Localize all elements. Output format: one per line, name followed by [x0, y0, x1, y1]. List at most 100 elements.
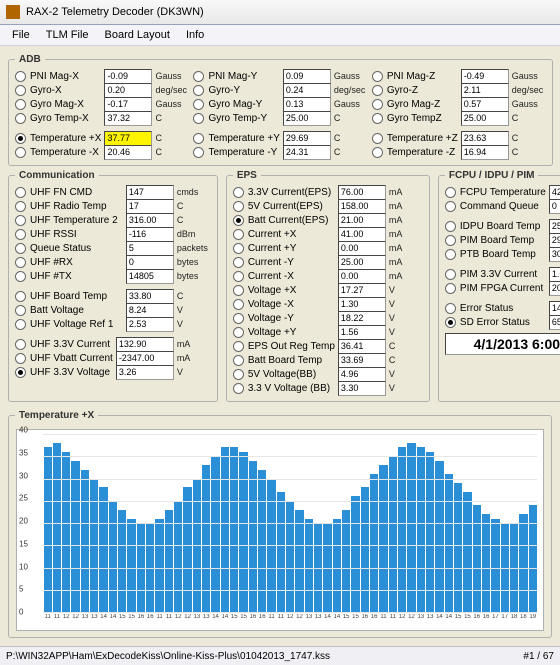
- radio-gyro-mag-x[interactable]: [15, 99, 26, 110]
- field-temp-plus-x[interactable]: Temperature +X37.77C: [15, 131, 189, 145]
- field-gyro-temp-x[interactable]: Gyro Temp-X37.32C: [15, 111, 189, 125]
- radio-pim-fpga-current[interactable]: [445, 283, 456, 294]
- field-gyro-x[interactable]: Gyro-X0.20deg/sec: [15, 83, 189, 97]
- field-uhf-vbatt-current[interactable]: UHF Vbatt Current-2347.00mA: [15, 351, 211, 365]
- radio-batt-voltage[interactable]: [15, 305, 26, 316]
- radio-command-queue[interactable]: [445, 201, 456, 212]
- field-uhf-tx[interactable]: UHF #TX14805bytes: [15, 269, 211, 283]
- field-gyro-mag-z[interactable]: Gyro Mag-Z0.57Gauss: [372, 97, 546, 111]
- field-pim-33v-current[interactable]: PIM 3.3V Current1.60mA: [445, 267, 560, 281]
- radio-uhf-33v-current[interactable]: [15, 339, 26, 350]
- menu-info[interactable]: Info: [178, 27, 212, 43]
- field-idpu-board-temp[interactable]: IDPU Board Temp25.80C: [445, 219, 560, 233]
- radio-33v-voltage-bb[interactable]: [233, 383, 244, 394]
- field-pni-mag-z[interactable]: PNI Mag-Z-0.49Gauss: [372, 69, 546, 83]
- field-5v-voltage-bb[interactable]: 5V Voltage(BB)4.96V: [233, 367, 423, 381]
- field-voltage-minus-x[interactable]: Voltage -X1.30V: [233, 297, 423, 311]
- field-temp-minus-x[interactable]: Temperature -X20.46C: [15, 145, 189, 159]
- menu-file[interactable]: File: [4, 27, 38, 43]
- field-temp-plus-z[interactable]: Temperature +Z23.63C: [372, 131, 546, 145]
- radio-uhf-temp2[interactable]: [15, 215, 26, 226]
- radio-uhf-voltage-ref1[interactable]: [15, 319, 26, 330]
- radio-temp-plus-x[interactable]: [15, 133, 26, 144]
- radio-batt-current-eps[interactable]: [233, 215, 244, 226]
- radio-5v-voltage-bb[interactable]: [233, 369, 244, 380]
- radio-uhf-rx[interactable]: [15, 257, 26, 268]
- field-sd-error-status[interactable]: SD Error Status65535: [445, 315, 560, 329]
- field-pim-fpga-current[interactable]: PIM FPGA Current20.50mA: [445, 281, 560, 295]
- radio-temp-minus-z[interactable]: [372, 147, 383, 158]
- radio-error-status[interactable]: [445, 303, 456, 314]
- field-gyro-temp-y[interactable]: Gyro Temp-Y25.00C: [193, 111, 367, 125]
- field-uhf-fn-cmd[interactable]: UHF FN CMD147cmds: [15, 185, 211, 199]
- radio-sd-error-status[interactable]: [445, 317, 456, 328]
- radio-idpu-board-temp[interactable]: [445, 221, 456, 232]
- radio-gyro-temp-y[interactable]: [193, 113, 204, 124]
- field-gyro-mag-y[interactable]: Gyro Mag-Y0.13Gauss: [193, 97, 367, 111]
- radio-temp-plus-z[interactable]: [372, 133, 383, 144]
- menu-tlm-file[interactable]: TLM File: [38, 27, 97, 43]
- field-uhf-33v-voltage[interactable]: UHF 3.3V Voltage3.26V: [15, 365, 211, 379]
- field-33v-current-eps[interactable]: 3.3V Current(EPS)76.00mA: [233, 185, 423, 199]
- field-pim-board-temp[interactable]: PIM Board Temp29.00C: [445, 233, 560, 247]
- radio-gyro-x[interactable]: [15, 85, 26, 96]
- field-uhf-voltage-ref1[interactable]: UHF Voltage Ref 12.53V: [15, 317, 211, 331]
- radio-gyro-y[interactable]: [193, 85, 204, 96]
- radio-33v-current-eps[interactable]: [233, 187, 244, 198]
- field-ptb-board-temp[interactable]: PTB Board Temp30.60C: [445, 247, 560, 261]
- field-uhf-rx[interactable]: UHF #RX0bytes: [15, 255, 211, 269]
- radio-gyro-temp-x[interactable]: [15, 113, 26, 124]
- field-error-status[interactable]: Error Status144: [445, 301, 560, 315]
- radio-pni-mag-y[interactable]: [193, 71, 204, 82]
- radio-gyro-z[interactable]: [372, 85, 383, 96]
- field-uhf-temp2[interactable]: UHF Temperature 2316.00C: [15, 213, 211, 227]
- radio-temp-minus-y[interactable]: [193, 147, 204, 158]
- radio-voltage-minus-x[interactable]: [233, 299, 244, 310]
- field-command-queue[interactable]: Command Queue0cmds: [445, 199, 560, 213]
- field-batt-board-temp[interactable]: Batt Board Temp33.69C: [233, 353, 423, 367]
- field-pni-mag-y[interactable]: PNI Mag-Y0.09Gauss: [193, 69, 367, 83]
- field-batt-voltage[interactable]: Batt Voltage8.24V: [15, 303, 211, 317]
- radio-uhf-radio-temp[interactable]: [15, 201, 26, 212]
- radio-uhf-rssi[interactable]: [15, 229, 26, 240]
- radio-current-plus-x[interactable]: [233, 229, 244, 240]
- field-fcpu-temperature[interactable]: FCPU Temperature42C: [445, 185, 560, 199]
- field-gyro-y[interactable]: Gyro-Y0.24deg/sec: [193, 83, 367, 97]
- field-current-minus-y[interactable]: Current -Y25.00mA: [233, 255, 423, 269]
- radio-batt-board-temp[interactable]: [233, 355, 244, 366]
- field-gyro-z[interactable]: Gyro-Z2.11deg/sec: [372, 83, 546, 97]
- field-33v-voltage-bb[interactable]: 3.3 V Voltage (BB)3.30V: [233, 381, 423, 395]
- radio-ptb-board-temp[interactable]: [445, 249, 456, 260]
- menu-board-layout[interactable]: Board Layout: [97, 27, 178, 43]
- radio-voltage-minus-y[interactable]: [233, 313, 244, 324]
- radio-pim-board-temp[interactable]: [445, 235, 456, 246]
- radio-current-minus-y[interactable]: [233, 257, 244, 268]
- radio-current-plus-y[interactable]: [233, 243, 244, 254]
- radio-voltage-plus-y[interactable]: [233, 327, 244, 338]
- radio-current-minus-x[interactable]: [233, 271, 244, 282]
- radio-pni-mag-z[interactable]: [372, 71, 383, 82]
- radio-uhf-fn-cmd[interactable]: [15, 187, 26, 198]
- radio-uhf-33v-voltage[interactable]: [15, 367, 26, 378]
- field-temp-minus-y[interactable]: Temperature -Y24.31C: [193, 145, 367, 159]
- field-current-minus-x[interactable]: Current -X0.00mA: [233, 269, 423, 283]
- field-voltage-plus-x[interactable]: Voltage +X17.27V: [233, 283, 423, 297]
- radio-pni-mag-x[interactable]: [15, 71, 26, 82]
- field-voltage-minus-y[interactable]: Voltage -Y18.22V: [233, 311, 423, 325]
- radio-gyro-mag-z[interactable]: [372, 99, 383, 110]
- field-pni-mag-x[interactable]: PNI Mag-X-0.09Gauss: [15, 69, 189, 83]
- field-current-plus-x[interactable]: Current +X41.00mA: [233, 227, 423, 241]
- radio-gyro-mag-y[interactable]: [193, 99, 204, 110]
- field-uhf-board-temp[interactable]: UHF Board Temp33.80C: [15, 289, 211, 303]
- field-queue-status[interactable]: Queue Status5packets: [15, 241, 211, 255]
- field-eps-out-reg-temp[interactable]: EPS Out Reg Temp36.41C: [233, 339, 423, 353]
- radio-fcpu-temperature[interactable]: [445, 187, 456, 198]
- radio-queue-status[interactable]: [15, 243, 26, 254]
- field-gyro-temp-z[interactable]: Gyro TempZ25.00C: [372, 111, 546, 125]
- field-uhf-33v-current[interactable]: UHF 3.3V Current132.90mA: [15, 337, 211, 351]
- field-batt-current-eps[interactable]: Batt Current(EPS)21.00mA: [233, 213, 423, 227]
- radio-pim-33v-current[interactable]: [445, 269, 456, 280]
- field-uhf-rssi[interactable]: UHF RSSI-116dBm: [15, 227, 211, 241]
- radio-voltage-plus-x[interactable]: [233, 285, 244, 296]
- field-gyro-mag-x[interactable]: Gyro Mag-X-0.17Gauss: [15, 97, 189, 111]
